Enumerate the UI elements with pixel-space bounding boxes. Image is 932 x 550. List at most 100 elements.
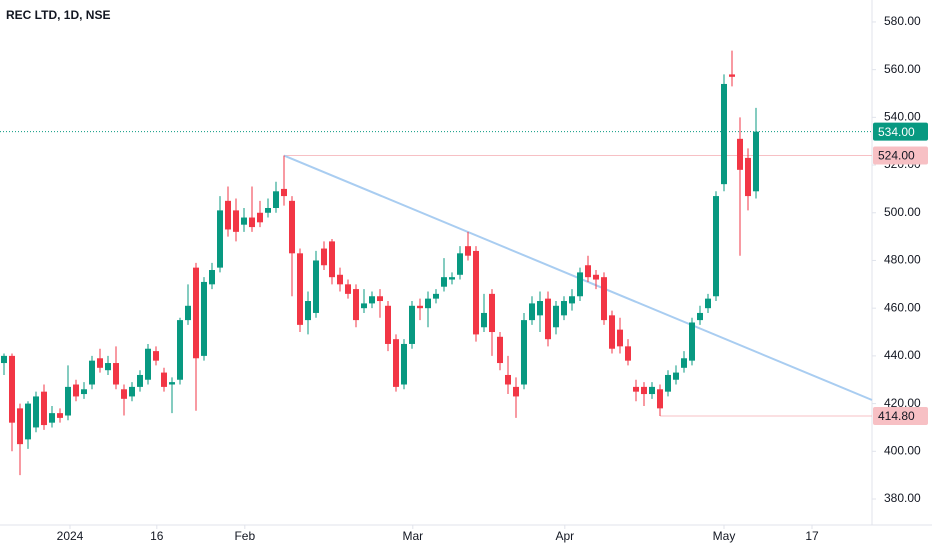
axes: 380.00 400.00 420.00 440.00 460.00 480.00 500.… [57,14,928,543]
candle-body [625,346,631,361]
candle-body [393,339,399,387]
candle-body [633,386,639,392]
candle-body [97,358,103,368]
candle-body [33,396,39,428]
y-tick-label: 440.00 [884,348,921,362]
candle-body [1,355,7,364]
candle-body [153,351,159,361]
x-tick-label: 17 [805,529,819,543]
candle-body [673,372,679,380]
chart-title: REC LTD, 1D, NSE [6,8,110,22]
candle-body [129,386,135,397]
candle-body [481,312,487,328]
candle-body [601,277,607,321]
y-tick-label: 380.00 [884,491,921,505]
candle-body [737,138,743,170]
candle-body [385,305,391,344]
candle-body [505,374,511,385]
price-label-box [873,406,928,425]
candle-body [513,386,519,397]
candle-body [665,374,671,392]
candle-body [81,389,87,395]
candle-body [705,298,711,309]
candle-body [753,131,759,192]
candle-body [593,274,599,280]
x-tick-label: Apr [555,529,574,543]
price-label-box [873,122,928,141]
candle-body [713,196,719,297]
candle-body [177,320,183,380]
price-label: 414.80 [878,409,915,423]
price-label-box [873,146,928,165]
candle-body [169,382,175,385]
candle-body [617,329,623,347]
candle-body [353,289,359,321]
candle-body [233,210,239,232]
candle-body [121,389,127,399]
candle-body [361,303,367,309]
plot [0,50,873,476]
candle-body [297,253,303,325]
candle-body [89,360,95,385]
candle-body [681,358,687,368]
candle-body [401,343,407,385]
candle-body [201,281,207,356]
candle-body [545,298,551,340]
candle-body [49,413,55,423]
candle-body [25,403,31,440]
candle-body [433,293,439,299]
candle-body [417,305,423,309]
x-tick-label: May [713,529,736,543]
y-tick-label: 480.00 [884,253,921,267]
candle-body [305,301,311,321]
candle-body [473,250,479,335]
candle-body [521,320,527,385]
candle-body [137,374,143,387]
candle-body [649,386,655,395]
candle-body [17,408,23,445]
candle-body [41,391,47,426]
x-tick-label: 2024 [57,529,84,543]
candle-body [641,386,647,395]
y-tick-label: 580.00 [884,14,921,28]
candle-body [457,253,463,275]
candle-body [185,305,191,321]
candle-body [425,298,431,309]
candle-body [193,267,199,359]
y-tick-label: 560.00 [884,62,921,76]
x-tick-label: Feb [234,529,255,543]
candle-body [529,303,535,321]
price-label: 524.00 [878,149,915,163]
y-tick-label: 420.00 [884,396,921,410]
candle-body [257,212,263,223]
x-tick-label: Mar [402,529,423,543]
y-tick-label: 400.00 [884,443,921,457]
candle-body [241,217,247,225]
candle-body [313,260,319,313]
candle-body [729,74,735,77]
candle-body [441,277,447,287]
candle-body [337,274,343,285]
x-tick-label: 16 [150,529,164,543]
candle-body [745,157,751,197]
candle-body [609,315,615,349]
candle-body [489,293,495,333]
candle-body [577,272,583,297]
candle-body [497,336,503,364]
candle-body [265,207,271,213]
y-tick-label: 500.00 [884,205,921,219]
candle-body [161,372,167,387]
price-label: 534.00 [878,125,915,139]
candle-body [345,284,351,294]
candle-body [569,296,575,304]
candle-body [217,210,223,268]
candle-body [209,270,215,285]
candle-body [553,305,559,328]
candle-body [57,413,63,418]
candle-body [449,277,455,280]
candle-body [585,265,591,278]
candle-body [409,305,415,344]
